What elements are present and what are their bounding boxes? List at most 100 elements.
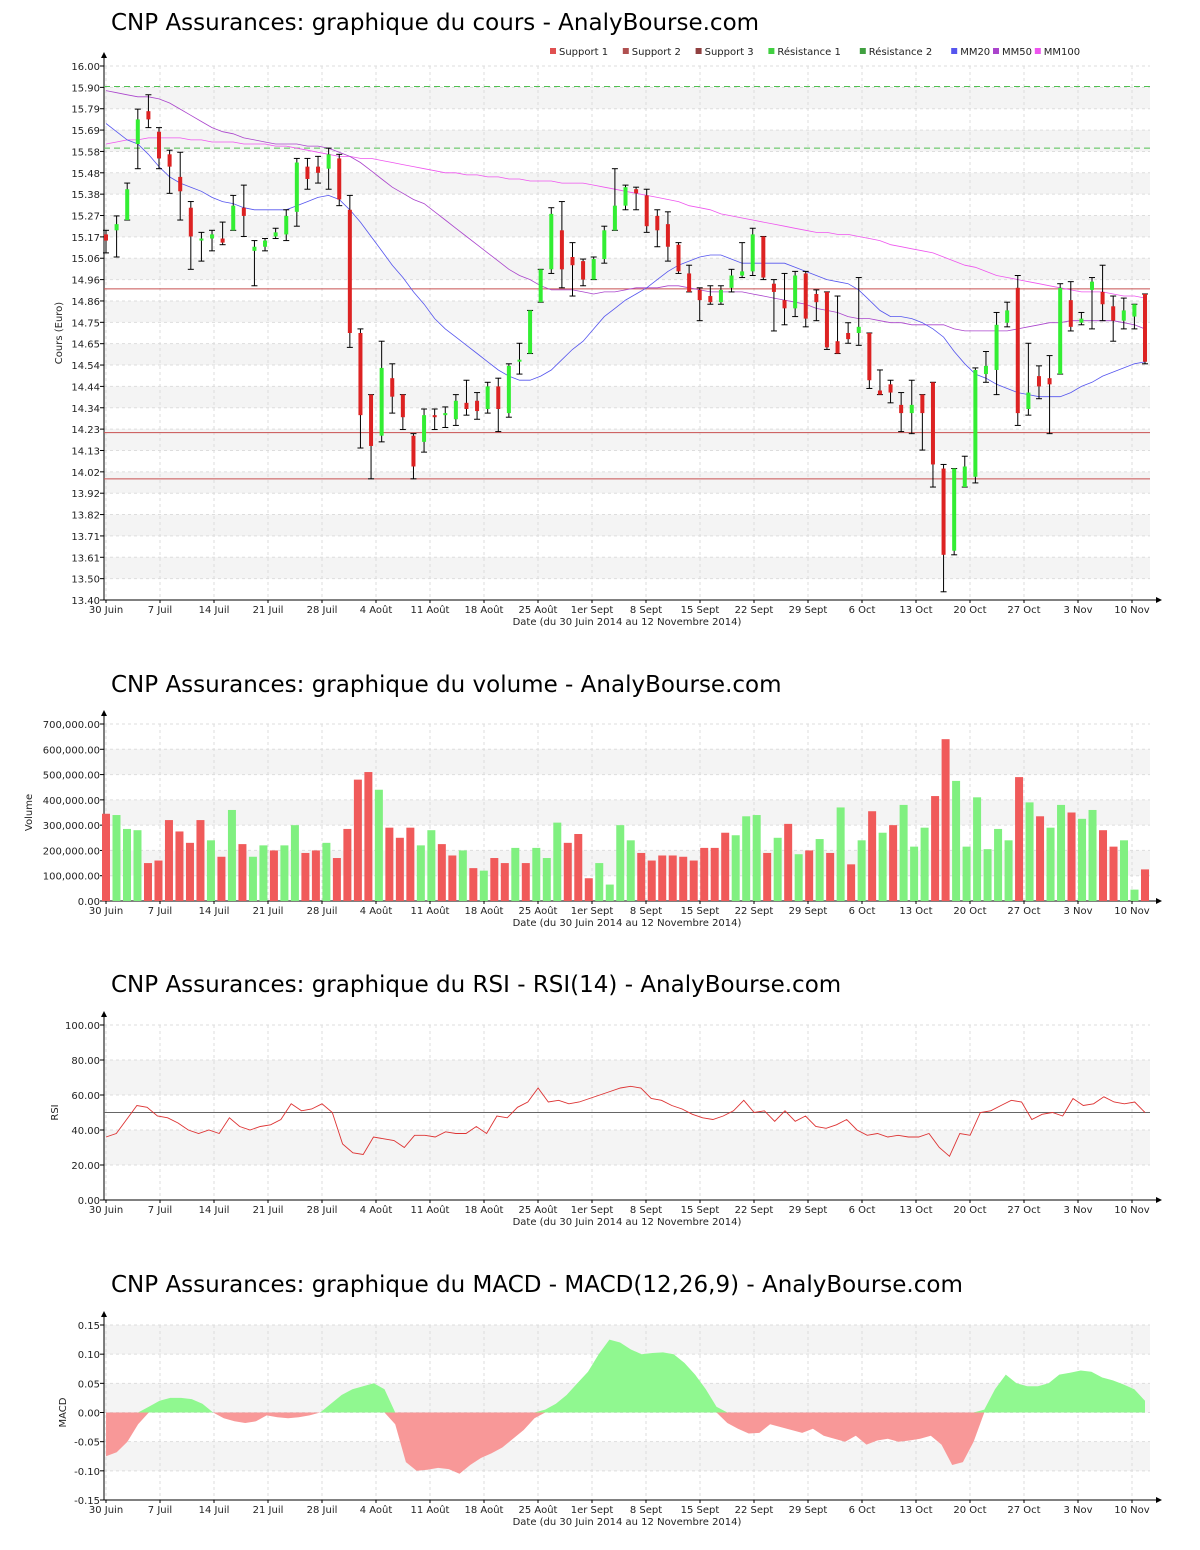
candle-body [432,415,437,418]
volume-bar [668,855,677,901]
volume-bar [206,840,215,901]
macd-positive-area [106,1339,1145,1413]
candle-body [1005,310,1010,323]
candle-body [697,289,702,301]
candle-body [538,269,543,303]
volume-bar [595,863,604,901]
legend-swatch [1034,48,1041,54]
volume-bar [1036,816,1045,901]
macd-chart-title: CNP Assurances: graphique du MACD - MACD… [111,1272,963,1298]
volume-bar [794,854,803,901]
volume-bar [1109,846,1118,901]
y-tick-label: 13.61 [71,553,100,564]
legend-label: Support 3 [705,47,754,58]
candle-body [930,382,935,465]
x-tick-label: 6 Oct [849,906,876,917]
volume-bar [479,870,488,901]
legend-swatch [695,48,702,54]
x-tick-label: 25 Août [519,604,558,616]
volume-chart: 700,000.00 600,000.00 500,000.00 400,000.00… [24,710,1162,929]
x-tick-label: 8 Sept [630,1205,662,1216]
candle-body [252,246,257,251]
y-axis-title: RSI [50,1104,61,1120]
candle-body [379,367,384,436]
y-tick-label: 700,000.00 [43,720,100,731]
x-tick-label: 13 Oct [899,1205,932,1216]
y-tick-label: 500,000.00 [43,771,100,782]
x-tick-label: 20 Oct [953,1505,986,1516]
x-tick-label: 22 Sept [735,906,774,917]
candle-body [167,154,172,167]
volume-bar [406,827,415,901]
candle-body [676,244,681,272]
legend-label: MM100 [1044,47,1080,58]
price-chart-panel: CNP Assurances: graphique du cours - Ana… [0,10,1200,640]
candle-body [263,240,268,247]
candle-body [920,394,925,414]
candle-body [347,209,352,333]
background-band [104,386,1150,408]
x-tick-label: 10 Nov [1114,1505,1150,1516]
candle-body [941,468,946,555]
x-tick-label: 25 Août [519,905,558,917]
y-tick-label: 15.06 [71,254,100,265]
y-tick-label: 0.00 [78,897,100,908]
volume-bar [826,852,835,901]
volume-bar [763,852,772,901]
x-tick-label: 20 Oct [953,605,986,616]
x-tick-label: 15 Sept [681,1205,720,1216]
x-tick-label: 4 Août [360,1204,393,1216]
volume-bar [815,839,824,901]
x-tick-label: 4 Août [360,604,393,616]
x-tick-label: 29 Sept [789,1505,828,1516]
x-tick-label: 11 Août [411,1504,450,1516]
volume-bar [616,825,625,901]
background-band [104,799,1150,826]
volume-bar [133,830,142,901]
legend-swatch [622,48,629,54]
x-tick-label: 11 Août [411,1204,450,1216]
y-axis-title: Volume [24,794,35,831]
y-tick-label: 15.69 [71,126,100,137]
candle-body [1058,287,1063,375]
volume-bar [175,831,184,901]
y-axis-title: MACD [58,1397,69,1427]
candle-body [983,365,988,375]
y-axis-arrow [101,710,107,716]
x-tick-label: 3 Nov [1063,605,1092,616]
candle-body [231,205,236,231]
volume-bar [343,828,352,901]
x-tick-label: 7 Juil [148,605,172,616]
candle-body [475,400,480,412]
volume-bar [227,809,236,901]
x-tick-label: 15 Sept [681,1505,720,1516]
volume-bar [563,842,572,901]
y-tick-label: 100.00 [65,1021,100,1032]
volume-bar [542,858,551,901]
candle-body [305,166,310,179]
x-tick-label: 29 Sept [789,605,828,616]
candle-body [146,111,151,120]
x-tick-label: 14 Juil [199,605,230,616]
background-band [104,514,1150,536]
y-tick-label: 15.90 [71,83,100,94]
volume-bar [164,820,173,901]
macd-negative-area [106,1412,1145,1474]
volume-bar [605,884,614,901]
volume-bar [658,855,667,901]
volume-bar [259,845,268,901]
y-tick-label: 16.00 [71,62,100,73]
y-tick-label: 14.13 [71,446,100,457]
candle-body [665,224,670,247]
x-tick-label: 14 Juil [199,1205,230,1216]
candle-body [814,293,819,303]
x-tick-label: 14 Juil [199,906,230,917]
x-tick-label: 27 Oct [1007,906,1040,917]
background-band [104,87,1150,109]
x-tick-label: 13 Oct [899,605,932,616]
volume-bar [196,820,205,901]
y-axis-arrow [101,1011,107,1017]
background-band [104,258,1150,280]
volume-bar [626,840,635,901]
volume-bar [301,852,310,901]
